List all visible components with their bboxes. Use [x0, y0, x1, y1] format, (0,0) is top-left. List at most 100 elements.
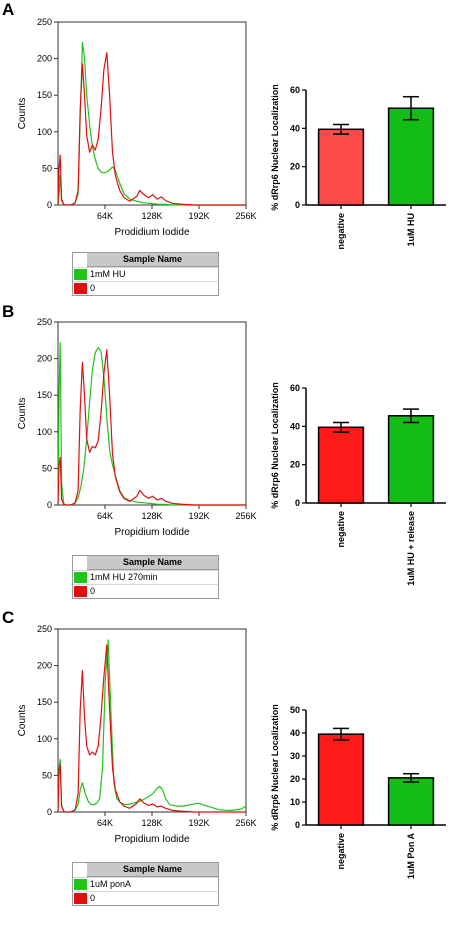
y-tick-label: 60	[290, 383, 300, 393]
panel-letter-c: C	[2, 608, 15, 627]
y-tick-label: 200	[37, 661, 52, 671]
plot-frame	[57, 321, 247, 506]
panel-letter-a: A	[2, 0, 15, 19]
y-tick-label: 0	[47, 807, 52, 817]
y-tick-label: 150	[37, 90, 52, 100]
y-axis-label: Counts	[17, 98, 28, 130]
y-tick-label: 100	[37, 127, 52, 137]
y-tick-label: 50	[290, 705, 300, 715]
y-tick-label: 100	[37, 427, 52, 437]
legend-entry: 0	[73, 281, 218, 295]
histogram-b: 0 50 100 150 200 250 64K 128K 192K 256K Propidium …	[17, 317, 257, 538]
x-tick-label: 256K	[235, 818, 256, 828]
x-tick-label: 192K	[188, 818, 209, 828]
legend-swatch-green	[74, 879, 87, 890]
bar-1	[387, 107, 435, 206]
histogram-c: 0 50 100 150 200 250 64K 128K 192K 256K Propidium …	[17, 624, 257, 845]
legend-label: 1mM HU	[90, 269, 126, 279]
y-tick-label: 200	[37, 54, 52, 64]
bar-chart-a: 0 20 40 60 % dRrp6 Nuclear Localization negat…	[270, 84, 446, 250]
legend-entry: 0	[73, 891, 218, 905]
legend-entry: 0	[73, 584, 218, 598]
x-tick-label: 64K	[97, 511, 113, 521]
y-tick-label: 50	[42, 770, 52, 780]
histogram-a: 0 50 100 150 200 250 64K 128K 192K 256K Prodidium …	[17, 17, 257, 238]
y-tick-label: 0	[47, 200, 52, 210]
y-tick-label: 250	[37, 624, 52, 634]
x-axis-label: Prodidium Iodide	[114, 227, 189, 238]
legend-a: Sample Name 1mM HU 0	[72, 252, 219, 296]
y-axis-label: % dRrp6 Nuclear Localization	[270, 382, 280, 509]
x-axis-label: Propidium Iodide	[114, 834, 189, 845]
legend-label: 1uM ponA	[90, 879, 132, 889]
bar-0	[317, 128, 365, 206]
y-tick-label: 40	[290, 728, 300, 738]
bar-0	[317, 426, 365, 504]
x-tick-label: negative	[336, 511, 346, 548]
legend-swatch-red	[74, 586, 87, 597]
legend-swatch-red	[74, 893, 87, 904]
legend-label: 0	[90, 283, 96, 293]
x-tick-label: negative	[336, 833, 346, 870]
x-tick-label: 128K	[141, 511, 162, 521]
bar-0	[317, 733, 365, 826]
legend-label: 0	[90, 893, 96, 903]
legend-swatch-red	[74, 283, 87, 294]
y-tick-label: 40	[290, 421, 300, 431]
y-tick-label: 20	[290, 774, 300, 784]
bar-chart-b: 0 20 40 60 % dRrp6 Nuclear Localization negat…	[270, 382, 446, 586]
y-tick-label: 0	[47, 500, 52, 510]
legend-b: Sample Name 1mM HU 270min 0	[72, 555, 219, 599]
y-tick-label: 20	[290, 162, 300, 172]
y-axis-label: % dRrp6 Nuclear Localization	[270, 84, 280, 211]
bar-1	[387, 415, 435, 504]
y-axis-label: Counts	[17, 705, 28, 737]
panel-letter-b: B	[2, 302, 15, 321]
legend-entry: 1mM HU 270min	[73, 570, 218, 584]
x-axis-label: Propidium Iodide	[114, 527, 189, 538]
plot-frame	[57, 21, 247, 206]
legend-entry: 1uM ponA	[73, 877, 218, 891]
series-line-control	[57, 349, 246, 506]
x-tick-label: 192K	[188, 211, 209, 221]
y-tick-label: 250	[37, 17, 52, 27]
x-tick-label: 256K	[235, 211, 256, 221]
legend-header: Sample Name	[87, 556, 218, 570]
series-line-control	[57, 52, 246, 206]
y-tick-label: 150	[37, 697, 52, 707]
legend-entry: 1mM HU	[73, 267, 218, 281]
y-tick-label: 100	[37, 734, 52, 744]
x-tick-label: 1uM HU + release	[406, 511, 416, 586]
y-tick-label: 0	[295, 498, 300, 508]
legend-label: 0	[90, 586, 96, 596]
legend-c: Sample Name 1uM ponA 0	[72, 862, 219, 906]
y-tick-label: 40	[290, 123, 300, 133]
y-tick-label: 250	[37, 317, 52, 327]
x-tick-label: 256K	[235, 511, 256, 521]
bar-chart-c: 0 10 20 30 40 50 % dRrp6 Nuclear Localization n…	[270, 704, 446, 880]
plot-frame	[57, 628, 247, 813]
x-tick-label: 64K	[97, 211, 113, 221]
y-tick-label: 150	[37, 390, 52, 400]
x-tick-label: 128K	[141, 211, 162, 221]
y-tick-label: 0	[295, 200, 300, 210]
x-tick-label: 128K	[141, 818, 162, 828]
series-line-control	[57, 644, 246, 813]
y-tick-label: 200	[37, 354, 52, 364]
y-tick-label: 10	[290, 797, 300, 807]
y-tick-label: 50	[42, 463, 52, 473]
x-tick-label: 64K	[97, 818, 113, 828]
x-tick-label: 1uM Pon A	[406, 833, 416, 880]
legend-label: 1mM HU 270min	[90, 572, 158, 582]
x-tick-label: 1uM HU	[406, 213, 416, 247]
legend-swatch-green	[74, 269, 87, 280]
legend-swatch-green	[74, 572, 87, 583]
bar-1	[387, 777, 435, 826]
y-tick-label: 50	[42, 163, 52, 173]
y-axis-label: Counts	[17, 398, 28, 430]
x-tick-label: negative	[336, 213, 346, 250]
y-axis-label: % dRrp6 Nuclear Localization	[270, 704, 280, 831]
y-tick-label: 20	[290, 460, 300, 470]
x-tick-label: 192K	[188, 511, 209, 521]
y-tick-label: 60	[290, 85, 300, 95]
